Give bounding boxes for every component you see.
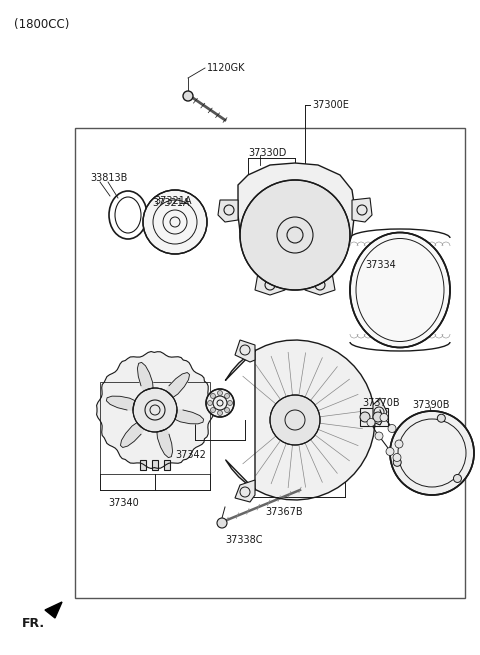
Circle shape [225,407,229,413]
Circle shape [367,419,375,426]
Circle shape [360,257,396,293]
Circle shape [360,412,370,422]
Circle shape [393,453,401,462]
Text: 37367B: 37367B [265,507,302,517]
Bar [414,439,442,459]
Circle shape [373,412,383,422]
Circle shape [375,286,381,292]
Polygon shape [218,200,238,222]
Circle shape [385,282,391,288]
Polygon shape [96,352,214,468]
Circle shape [395,440,403,448]
Polygon shape [226,340,375,500]
Text: 37342: 37342 [175,450,206,460]
Text: 37334: 37334 [365,260,396,270]
Circle shape [210,394,216,398]
Text: 37300E: 37300E [312,100,349,110]
Polygon shape [166,373,190,398]
Circle shape [183,91,193,101]
Bar [152,460,158,470]
Ellipse shape [350,233,450,348]
Polygon shape [157,429,172,458]
Circle shape [380,413,388,422]
Text: 37390B: 37390B [412,400,449,410]
Circle shape [454,474,461,483]
Polygon shape [120,422,144,447]
Text: (1800CC): (1800CC) [14,18,70,31]
Circle shape [386,447,394,455]
Polygon shape [107,396,135,410]
Bar [164,460,170,470]
Text: 37330D: 37330D [248,148,287,158]
Text: 37321A: 37321A [152,198,190,208]
Circle shape [375,432,383,440]
Circle shape [143,190,207,254]
Polygon shape [255,273,285,295]
Text: 37321A: 37321A [154,196,192,206]
Circle shape [365,282,371,288]
Circle shape [225,394,229,398]
Text: 37370B: 37370B [362,398,400,408]
Bar [100,382,210,474]
Polygon shape [352,198,372,222]
Circle shape [217,518,227,528]
Circle shape [365,262,371,268]
Circle shape [385,262,391,268]
Bar [360,408,388,426]
Circle shape [437,414,445,422]
Polygon shape [305,273,335,295]
Circle shape [361,272,367,278]
Circle shape [228,400,232,405]
Circle shape [207,400,213,405]
Circle shape [133,388,177,432]
Bar [75,128,465,598]
Circle shape [270,395,320,445]
Circle shape [206,389,234,417]
Text: 37338C: 37338C [225,535,263,545]
Bar [140,460,146,470]
Polygon shape [235,480,255,502]
Circle shape [388,424,396,432]
Polygon shape [175,410,204,424]
Polygon shape [235,340,255,362]
Circle shape [217,411,223,415]
Circle shape [210,407,216,413]
Text: 37340: 37340 [108,498,139,508]
Text: 1120GK: 1120GK [207,63,245,73]
Circle shape [240,180,350,290]
Circle shape [217,390,223,396]
Text: FR.: FR. [22,617,45,630]
Polygon shape [137,362,153,391]
Circle shape [393,458,401,466]
Text: 33813B: 33813B [90,173,127,183]
Polygon shape [45,602,62,618]
Circle shape [389,272,395,278]
Circle shape [390,411,474,495]
Polygon shape [373,398,387,425]
Polygon shape [238,163,355,273]
Circle shape [375,258,381,264]
